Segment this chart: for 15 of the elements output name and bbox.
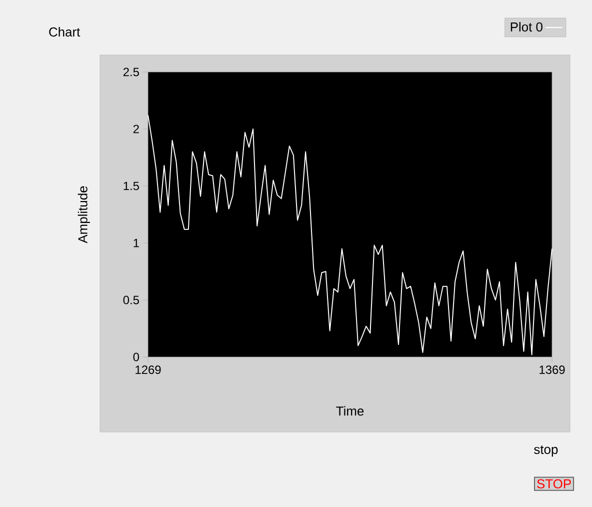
text: stop — [534, 446, 558, 457]
y-tick-label: 2.5 — [123, 68, 139, 76]
y-tick-label: 1 — [134, 238, 139, 248]
y-tick-label: 2 — [133, 124, 139, 134]
y-tick-label: 0 — [133, 352, 140, 362]
y-tick-label: 1.5 — [124, 182, 139, 190]
x-tick-label: 1369 — [540, 366, 565, 374]
x-axis-title: Time — [336, 406, 364, 416]
y-axis-title: Amplitude — [78, 186, 90, 244]
y-tick-label: 0.5 — [123, 296, 139, 304]
chart-title: Chart — [49, 27, 80, 37]
line-series — [148, 114, 553, 356]
x-tick-label: 1269 — [136, 366, 161, 374]
legend-label: Plot 0 — [510, 22, 542, 32]
text: STOP — [537, 479, 571, 488]
